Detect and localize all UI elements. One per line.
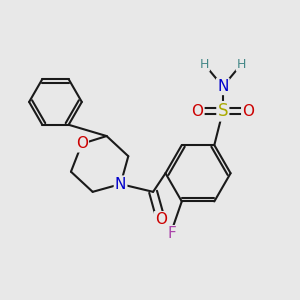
Text: H: H [237, 58, 246, 70]
Text: N: N [217, 79, 229, 94]
Text: N: N [115, 177, 126, 192]
Text: O: O [155, 212, 167, 227]
Text: F: F [167, 226, 176, 241]
Text: S: S [218, 102, 228, 120]
Text: O: O [191, 104, 203, 119]
Text: O: O [76, 136, 88, 151]
Text: O: O [242, 104, 254, 119]
Text: H: H [200, 58, 209, 70]
